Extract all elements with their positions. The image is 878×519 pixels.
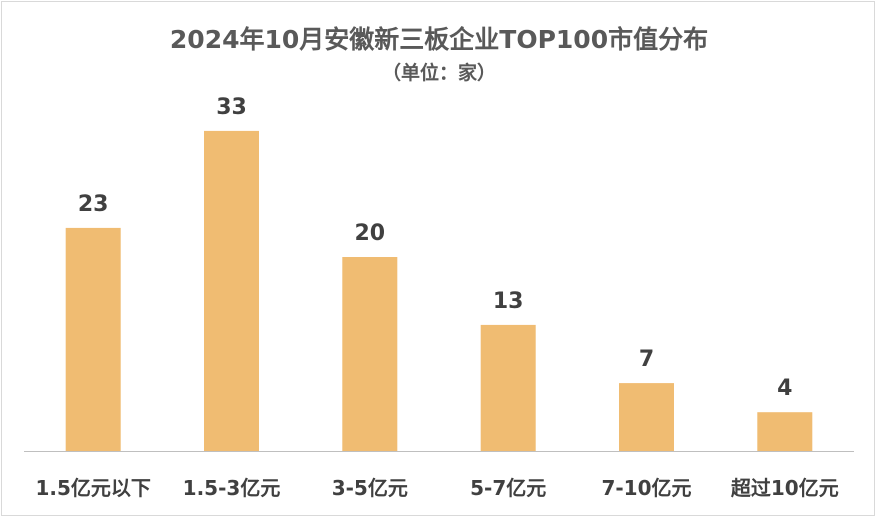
value-label-3: 13 xyxy=(493,289,524,314)
value-label-1: 33 xyxy=(216,95,247,120)
bar-4 xyxy=(619,383,674,451)
category-labels-group: 1.5亿元以下 1.5-3亿元 3-5亿元 5-7亿元 7-10亿元 超过10亿元 xyxy=(35,476,838,500)
bar-3 xyxy=(480,324,536,451)
bar-1 xyxy=(204,130,259,451)
value-label-0: 23 xyxy=(78,192,109,217)
bars-group xyxy=(65,130,813,451)
value-labels-group: 23 33 20 13 7 4 xyxy=(78,95,793,401)
bar-2 xyxy=(342,257,398,451)
category-label-5: 超过10亿元 xyxy=(730,476,839,500)
value-label-2: 20 xyxy=(354,221,385,246)
chart-title: 2024年10月安徽新三板企业TOP100市值分布 xyxy=(169,25,709,54)
category-label-3: 5-7亿元 xyxy=(470,476,546,500)
bar-5 xyxy=(757,412,813,451)
category-label-0: 1.5亿元以下 xyxy=(35,476,150,500)
value-label-5: 4 xyxy=(777,376,792,401)
chart-subtitle: （单位：家） xyxy=(381,62,496,84)
value-label-4: 7 xyxy=(639,347,654,372)
category-label-4: 7-10亿元 xyxy=(601,476,691,500)
bar-0 xyxy=(65,227,121,451)
category-label-2: 3-5亿元 xyxy=(332,476,408,500)
category-label-1: 1.5-3亿元 xyxy=(183,476,281,500)
